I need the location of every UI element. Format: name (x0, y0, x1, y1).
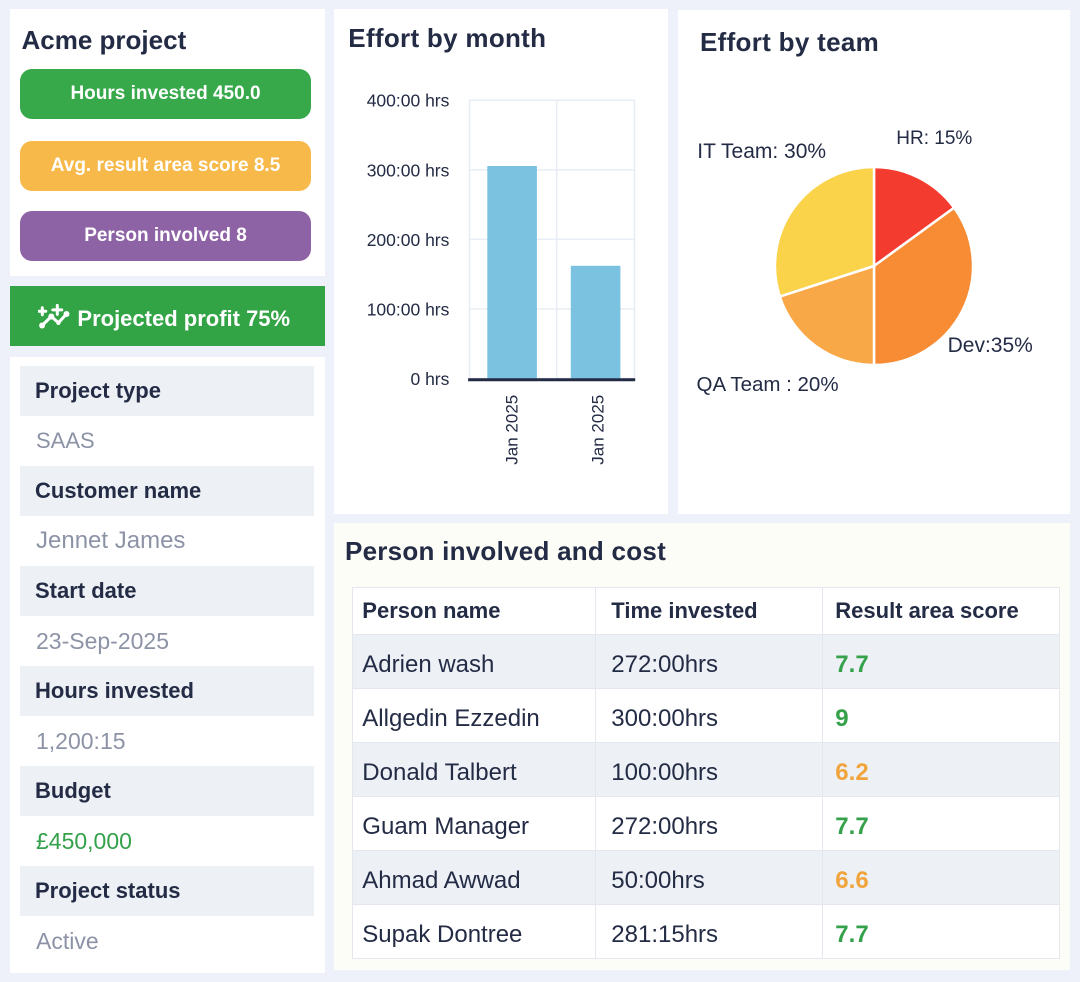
svg-text:Jan 2025: Jan 2025 (503, 395, 522, 465)
svg-text:100:00 hrs: 100:00 hrs (367, 299, 450, 319)
svg-text:Jan 2025: Jan 2025 (588, 395, 607, 465)
svg-text:0 hrs: 0 hrs (410, 369, 449, 389)
svg-text:300:00 hrs: 300:00 hrs (367, 160, 450, 180)
svg-text:400:00 hrs: 400:00 hrs (367, 91, 450, 111)
svg-text:200:00 hrs: 200:00 hrs (367, 230, 450, 250)
